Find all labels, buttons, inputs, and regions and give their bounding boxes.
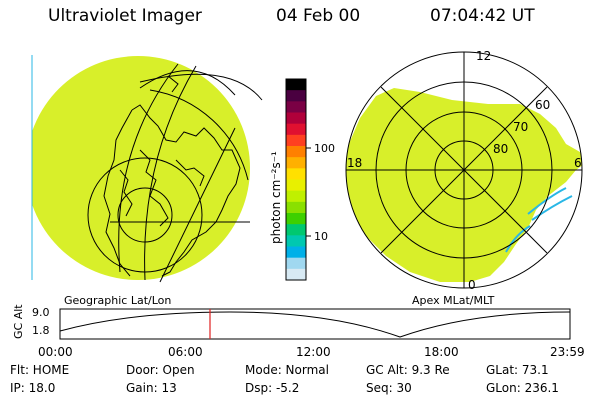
time-tick-0000: 00:00 — [38, 345, 73, 359]
info-flight: Flt: HOME — [10, 363, 70, 377]
info-door: Door: Open — [126, 363, 195, 377]
mlt-label-12: 12 — [476, 49, 491, 63]
info-ip: IP: 18.0 — [10, 381, 56, 395]
colorbar-segment — [286, 90, 306, 102]
alt-tick-9: 9.0 — [32, 306, 50, 319]
coast-west — [103, 109, 133, 277]
colorbar-segment — [286, 257, 306, 270]
mlt-label-6: 6 — [574, 156, 582, 170]
instrument-title: Ultraviolet Imager — [48, 6, 202, 26]
altitude-curve — [59, 311, 571, 338]
colorbar-segment — [286, 235, 306, 248]
geographic-image — [31, 55, 263, 283]
meridian-1 — [118, 63, 179, 273]
time-label: 07:04:42 UT — [430, 6, 535, 26]
coast-inner-3 — [175, 159, 205, 187]
latlon-grid — [87, 63, 263, 283]
altitude-plot-frame — [59, 308, 571, 340]
colorbar-segment — [286, 213, 306, 225]
coast-inner-1 — [139, 149, 169, 227]
mlat-label-70: 70 — [513, 120, 528, 134]
polar-grid — [345, 51, 583, 289]
colorbar-unit-label: photon cm⁻²s⁻¹ — [269, 151, 283, 244]
time-tick-0600: 06:00 — [168, 345, 203, 359]
colorbar-segment — [286, 146, 306, 158]
earth-disk — [32, 56, 250, 280]
coast-inner-2 — [119, 169, 133, 217]
info-gain: Gain: 13 — [126, 381, 177, 395]
colorbar-tick-10: 10 — [314, 230, 328, 243]
colorbar-segment — [286, 168, 306, 181]
colorbar — [285, 78, 307, 281]
colorbar-segment — [286, 268, 306, 281]
altitude-plot: 9.0 1.8 GC Alt 00:00 06:00 12:00 18:00 2… — [12, 304, 585, 359]
meridian-2 — [144, 65, 197, 281]
mlat-label-60: 60 — [535, 98, 550, 112]
info-glat: GLat: 73.1 — [486, 363, 549, 377]
mlt-label-18: 18 — [347, 156, 362, 170]
polar-image: 12 18 6 0 60 70 80 — [345, 49, 583, 292]
coastline — [103, 75, 241, 277]
info-dsp: Dsp: -5.2 — [245, 381, 300, 395]
aurora-arc-1 — [527, 187, 567, 215]
mlt-line-diag-2 — [380, 86, 548, 254]
colorbar-segment — [286, 224, 306, 236]
terminator-arc-1 — [139, 73, 263, 101]
right-image-caption: Apex MLat/MLT — [412, 294, 495, 307]
colorbar-segment — [286, 179, 306, 192]
meridian-3 — [159, 127, 236, 283]
date-label: 04 Feb 00 — [276, 6, 361, 26]
coast-east — [131, 104, 241, 277]
colorbar-segment — [286, 190, 306, 203]
alt-tick-1-8: 1.8 — [32, 324, 50, 337]
colorbar-segment — [286, 101, 306, 114]
colorbar-segment — [286, 112, 306, 125]
aurora-arc-3 — [505, 225, 531, 253]
colorbar-segment — [286, 246, 306, 259]
time-tick-1200: 12:00 — [296, 345, 331, 359]
mlat-label-80: 80 — [493, 142, 508, 156]
aurora-arc-2 — [531, 195, 573, 221]
colorbar-segment — [286, 123, 306, 136]
colorbar-segment — [286, 157, 306, 169]
mlt-label-0: 0 — [468, 278, 476, 292]
colorbar-tick-100: 100 — [314, 142, 335, 155]
coast-north — [167, 75, 179, 93]
altitude-axis-label: GC Alt — [12, 304, 25, 339]
aurora-arcs — [505, 187, 573, 253]
outer-arc — [149, 89, 249, 181]
left-image-caption: Geographic Lat/Lon — [64, 294, 171, 307]
colorbar-segment — [286, 134, 306, 147]
info-gc-alt: GC Alt: 9.3 Re — [366, 363, 450, 377]
colorbar-segment — [286, 201, 306, 214]
time-tick-1800: 18:00 — [424, 345, 459, 359]
terminator-arc-2 — [139, 70, 236, 96]
info-seq: Seq: 30 — [366, 381, 412, 395]
colorbar-segment — [286, 79, 306, 91]
time-tick-2359: 23:59 — [550, 345, 585, 359]
info-mode: Mode: Normal — [245, 363, 329, 377]
info-glon: GLon: 236.1 — [486, 381, 559, 395]
colorbar-frame — [285, 78, 307, 281]
